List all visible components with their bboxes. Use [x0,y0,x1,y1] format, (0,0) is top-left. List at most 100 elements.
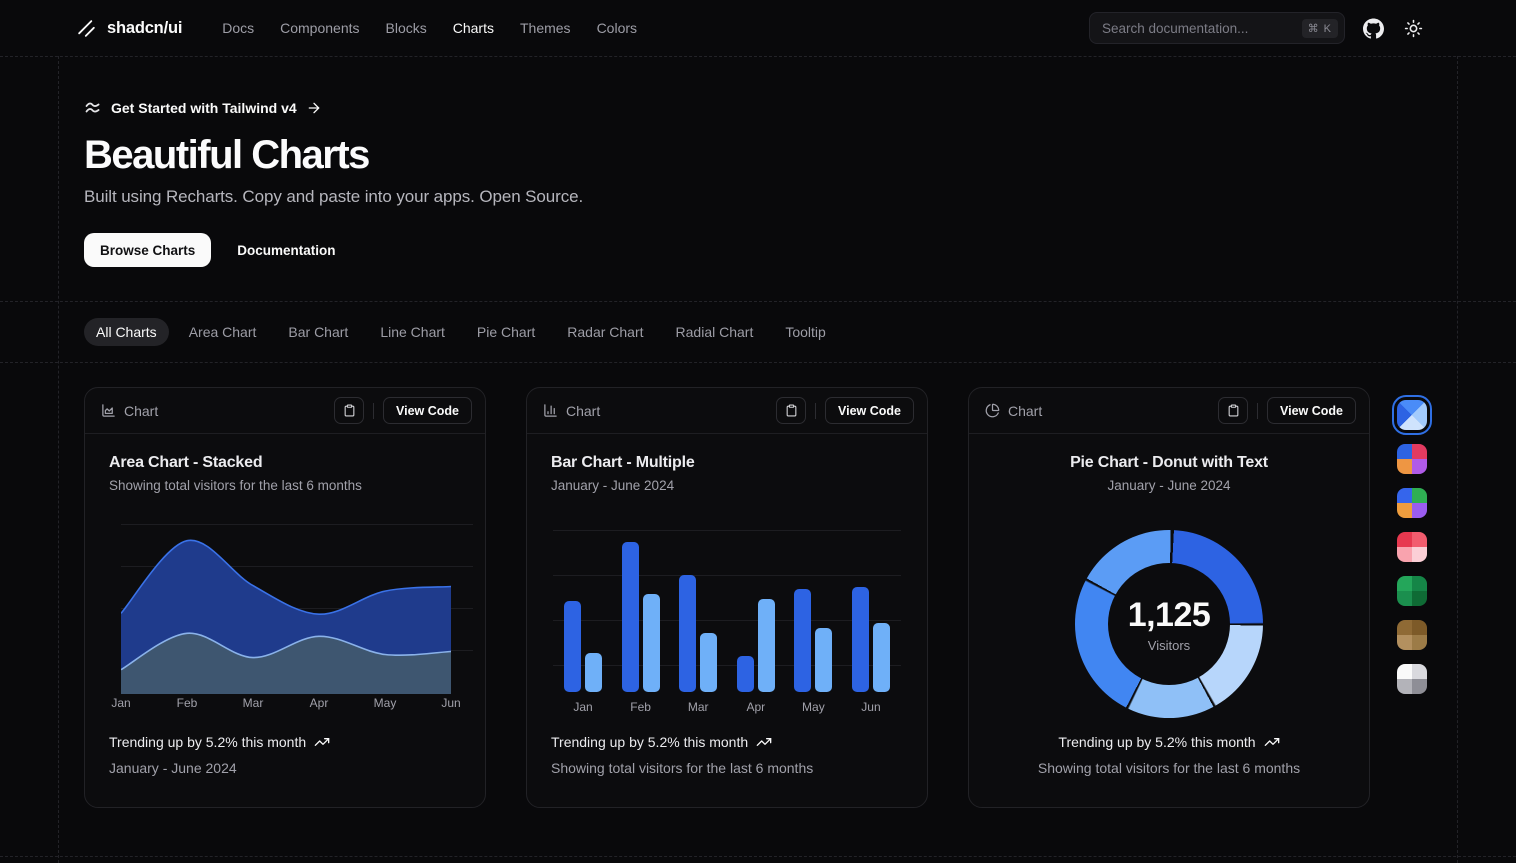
nav-link-docs[interactable]: Docs [222,20,254,36]
x-axis-label: Mar [678,700,718,716]
bar-mobile [815,628,832,692]
brand-name: shadcn/ui [107,19,182,38]
chart-description: January - June 2024 [993,478,1345,493]
bar-desktop [679,575,696,692]
card-toolbar-label: Chart [1008,403,1042,419]
hero-badge-link[interactable]: Get Started with Tailwind v4 [84,99,844,117]
section-bottom-divider [0,856,1516,857]
theme-swatch-amber[interactable] [1397,620,1427,650]
chart-description: January - June 2024 [551,478,903,493]
tailwind-icon [84,99,102,117]
theme-swatch-rose[interactable] [1397,532,1427,562]
nav-link-themes[interactable]: Themes [520,20,571,36]
view-code-button[interactable]: View Code [1267,397,1356,424]
trend-text: Trending up by 5.2% this month [551,734,748,750]
bar-mobile [585,653,602,692]
chart-pie-icon [985,403,1000,418]
brand-home-link[interactable]: shadcn/ui [76,18,182,39]
card-toolbar-label: Chart [566,403,600,419]
x-axis: Jan Feb Mar Apr May Jun [553,700,901,716]
shadcn-logo-icon [76,18,97,39]
theme-swatch-blue[interactable] [1397,400,1427,430]
x-axis-label: Jan [101,696,141,710]
bar-desktop [794,589,811,692]
tab-tooltip[interactable]: Tooltip [773,318,837,346]
copy-code-button[interactable] [1218,397,1248,424]
view-code-button[interactable]: View Code [825,397,914,424]
bar-chart-plot: Jan Feb Mar Apr May Jun [527,522,927,722]
hero-badge-label: Get Started with Tailwind v4 [111,100,297,116]
bar-chart-card: Chart View Code Bar Chart - Multiple Jan… [526,387,928,808]
bar-mobile [643,594,660,692]
bar-group-mar[interactable] [678,530,718,692]
hero-section: Get Started with Tailwind v4 Beautiful C… [84,99,844,267]
theme-toggle-button[interactable] [1402,17,1425,40]
x-axis-label: Feb [621,700,661,716]
trending-up-icon [756,734,772,750]
x-axis-label: May [793,700,833,716]
donut-ring: 1,125 Visitors [1075,530,1263,718]
x-axis-label: Apr [736,700,776,716]
footer-subtext: January - June 2024 [109,760,461,776]
tab-all-charts[interactable]: All Charts [84,318,169,346]
clipboard-icon [785,404,798,417]
theme-swatch-green[interactable] [1397,576,1427,606]
tab-line-chart[interactable]: Line Chart [368,318,457,346]
header-divider [0,56,1516,57]
theme-picker [1397,400,1427,694]
chart-title: Pie Chart - Donut with Text [993,454,1345,472]
page-subtitle: Built using Recharts. Copy and paste int… [84,187,844,207]
x-axis-label: Jan [563,700,603,716]
tab-pie-chart[interactable]: Pie Chart [465,318,547,346]
search-input[interactable]: Search documentation... ⌘ K [1089,12,1345,44]
clipboard-icon [1227,404,1240,417]
copy-code-button[interactable] [334,397,364,424]
tab-area-chart[interactable]: Area Chart [177,318,269,346]
bar-mobile [700,633,717,692]
tab-bar-chart[interactable]: Bar Chart [276,318,360,346]
main-nav: Docs Components Blocks Charts Themes Colors [222,20,637,36]
trending-up-icon [314,734,330,750]
container-right-border [1457,56,1458,863]
bar-group-feb[interactable] [621,530,661,692]
nav-link-blocks[interactable]: Blocks [386,20,427,36]
nav-link-charts[interactable]: Charts [453,20,494,36]
github-button[interactable] [1361,16,1386,41]
donut-total-label: Visitors [1148,638,1190,653]
bar-desktop [852,587,869,692]
documentation-button[interactable]: Documentation [221,233,351,267]
browse-charts-button[interactable]: Browse Charts [84,233,211,267]
x-axis-label: Jun [851,700,891,716]
tab-radar-chart[interactable]: Radar Chart [555,318,655,346]
chart-area-icon [101,403,116,418]
x-axis-label: Apr [299,696,339,710]
view-code-button[interactable]: View Code [383,397,472,424]
footer-subtext: Showing total visitors for the last 6 mo… [551,760,903,776]
theme-swatch-vivid-cool[interactable] [1397,488,1427,518]
chart-title: Area Chart - Stacked [109,454,461,472]
toolbar-divider [1257,403,1258,419]
toolbar-divider [373,403,374,419]
x-axis-label: Feb [167,696,207,710]
card-toolbar-label: Chart [124,403,158,419]
theme-swatch-mono[interactable] [1397,664,1427,694]
copy-code-button[interactable] [776,397,806,424]
donut-total-value: 1,125 [1128,596,1211,635]
tab-radial-chart[interactable]: Radial Chart [664,318,766,346]
bar-group-may[interactable] [793,530,833,692]
nav-link-colors[interactable]: Colors [597,20,637,36]
bar-group-jan[interactable] [563,530,603,692]
nav-link-components[interactable]: Components [280,20,359,36]
chart-title: Bar Chart - Multiple [551,454,903,472]
x-axis-label: Mar [233,696,273,710]
tabs-bottom-divider [0,362,1516,363]
bar-mobile [873,623,890,692]
bar-group-jun[interactable] [851,530,891,692]
arrow-right-icon [306,100,322,116]
theme-swatch-vivid-warm[interactable] [1397,444,1427,474]
container-left-border [58,56,59,863]
bar-group-apr[interactable] [736,530,776,692]
chart-column-icon [543,403,558,418]
bar-desktop [737,656,754,692]
bar-desktop [564,601,581,692]
